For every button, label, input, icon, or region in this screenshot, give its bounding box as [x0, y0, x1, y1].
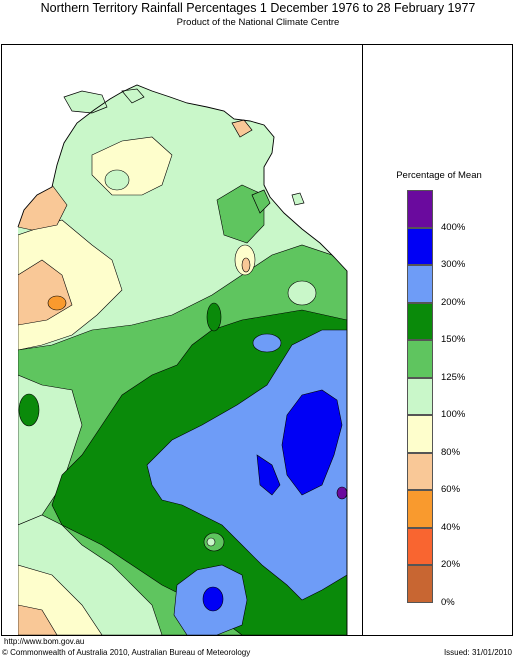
bathurst-island	[121, 88, 145, 104]
legend-swatch	[407, 265, 433, 303]
legend-swatch	[407, 527, 433, 565]
coastal-islet	[291, 192, 305, 206]
legend-swatch	[407, 227, 433, 265]
source-url[interactable]: http://www.bom.gov.au	[4, 637, 85, 646]
map-title: Northern Territory Rainfall Percentages …	[40, 1, 476, 15]
coastline	[17, 84, 348, 635]
legend-swatch	[407, 565, 433, 603]
copyright-text: © Commonwealth of Australia 2010, Austra…	[2, 648, 251, 657]
legend-swatch	[407, 415, 433, 453]
legend-tick-label: 400%	[441, 221, 466, 233]
map-subtitle: Product of the National Climate Centre	[176, 17, 340, 28]
legend-swatch	[407, 452, 433, 490]
map-frame	[1, 44, 513, 636]
rainfall-map	[17, 84, 348, 635]
legend-title: Percentage of Mean	[396, 170, 482, 181]
legend-tick-label: 300%	[441, 259, 466, 270]
legend-swatch	[407, 302, 433, 340]
legend-tick-label: 200%	[441, 296, 466, 308]
groote-eylandt	[251, 189, 271, 214]
legend-divider	[362, 44, 363, 636]
legend-tick-label: 80%	[441, 446, 461, 458]
legend-swatch	[407, 340, 433, 378]
issued-date: Issued: 31/01/2010	[443, 648, 512, 657]
legend-tick-label: 0%	[441, 596, 455, 608]
legend-tick-label: 150%	[441, 334, 466, 345]
melville-island	[63, 90, 108, 114]
legend-swatch	[407, 190, 433, 228]
legend-swatch	[407, 490, 433, 528]
legend-tick-label: 60%	[441, 484, 461, 495]
legend-tick-label: 100%	[441, 409, 466, 420]
legend-tick-label: 40%	[441, 521, 461, 533]
legend-tick-label: 20%	[441, 559, 461, 570]
wessel-islands	[231, 119, 253, 138]
rainfall-zones	[18, 85, 347, 635]
legend-swatch	[407, 377, 433, 415]
legend-tick-label: 125%	[441, 371, 466, 383]
